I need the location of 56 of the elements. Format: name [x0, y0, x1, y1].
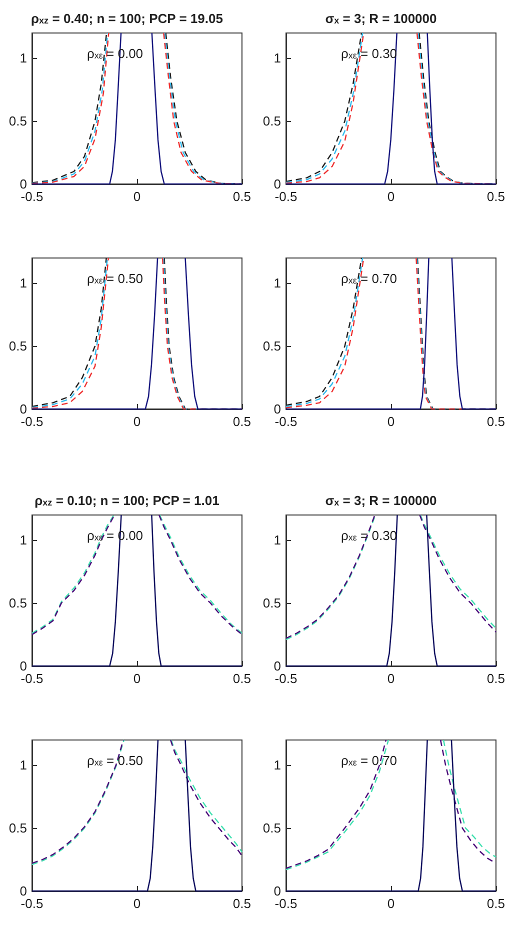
annotation: ρxε = 0.50 [87, 271, 144, 286]
y-tick-label: 0.5 [8, 820, 27, 836]
y-tick-label: 0.5 [8, 114, 27, 129]
chart-title: ρxz = 0.10; n = 100; PCP = 1.01 [34, 493, 220, 508]
y-tick-label: 0 [20, 884, 27, 898]
annotation: ρxε = 0.70 [341, 753, 398, 768]
y-tick-label: 0.5 [8, 596, 27, 611]
chart-title: σx = 3; R = 100000 [325, 493, 437, 508]
y-tick-label: 1 [274, 50, 281, 66]
x-tick-label: 0 [387, 671, 395, 686]
y-tick-label: 1 [274, 532, 281, 548]
y-tick-label: 1 [20, 532, 27, 548]
x-tick-label: 0.5 [486, 189, 506, 204]
x-tick-label: 0.5 [232, 414, 252, 429]
x-tick-label: -0.5 [20, 414, 44, 429]
x-tick-label: -0.5 [274, 189, 298, 204]
chart-title: ρxz = 0.40; n = 100; PCP = 19.05 [30, 11, 223, 26]
annotation: ρxε = 0.50 [87, 753, 144, 768]
x-tick-label: 0 [133, 671, 141, 686]
y-tick-label: 0.5 [262, 820, 281, 836]
y-tick-label: 1 [20, 50, 27, 66]
y-tick-label: 0 [20, 658, 27, 674]
x-tick-label: 0 [387, 896, 395, 911]
y-tick-label: 0.5 [262, 596, 281, 611]
x-tick-label: 0.5 [232, 671, 252, 686]
x-tick-label: 0.5 [232, 896, 252, 911]
x-tick-label: -0.5 [274, 896, 298, 911]
y-tick-label: 0 [20, 402, 27, 416]
x-tick-label: -0.5 [274, 414, 298, 429]
x-tick-label: -0.5 [20, 189, 44, 204]
y-tick-label: 0 [20, 176, 27, 192]
y-tick-label: 0 [274, 658, 281, 674]
y-tick-label: 0 [274, 884, 281, 898]
x-tick-label: -0.5 [274, 671, 298, 686]
annotation: ρxε = 0.70 [341, 271, 398, 286]
x-tick-label: 0 [133, 896, 141, 911]
y-tick-label: 1 [20, 276, 27, 291]
y-tick-label: 0.5 [262, 338, 281, 354]
x-tick-label: 0.5 [486, 896, 506, 911]
chart-title: σx = 3; R = 100000 [325, 11, 437, 26]
x-tick-label: -0.5 [20, 896, 44, 911]
x-tick-label: 0 [133, 189, 141, 204]
x-tick-label: 0 [387, 414, 395, 429]
y-tick-label: 1 [20, 758, 27, 773]
x-tick-label: 0.5 [486, 414, 506, 429]
y-tick-label: 0 [274, 176, 281, 192]
x-tick-label: -0.5 [20, 671, 44, 686]
y-tick-label: 0 [274, 402, 281, 416]
x-tick-label: 0.5 [232, 189, 252, 204]
y-tick-label: 1 [274, 276, 281, 291]
y-tick-label: 1 [274, 758, 281, 773]
x-tick-label: 0.5 [486, 671, 506, 686]
x-tick-label: 0 [133, 414, 141, 429]
y-tick-label: 0.5 [262, 114, 281, 129]
y-tick-label: 0.5 [8, 338, 27, 354]
x-tick-label: 0 [387, 189, 395, 204]
